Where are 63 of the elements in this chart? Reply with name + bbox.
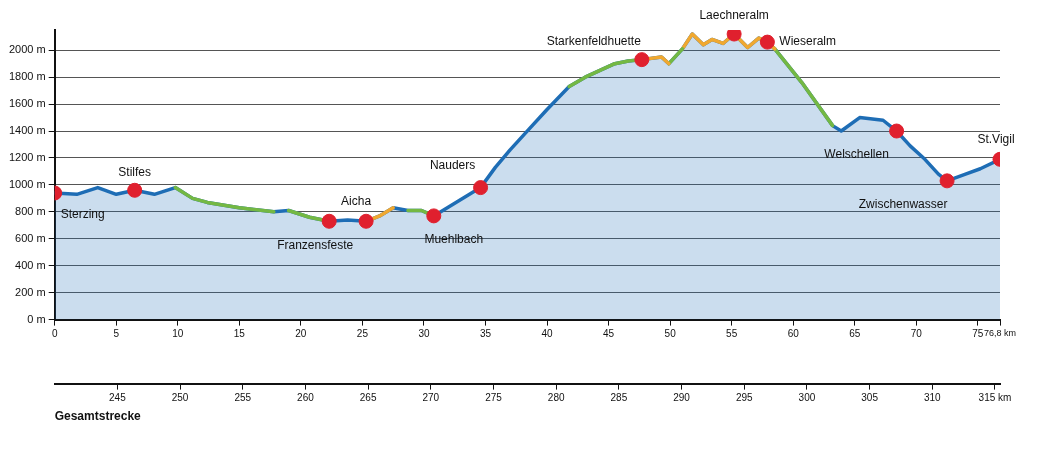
point — [634, 52, 650, 68]
x-tick-label: 45 — [603, 328, 615, 340]
point — [426, 208, 442, 224]
y-tick-label: 600 m — [15, 231, 46, 244]
y-tick-label: 200 m — [15, 285, 46, 298]
x2-tick-label: 250 — [171, 392, 189, 404]
annotation: Stilfes — [118, 164, 152, 179]
x2-tick-label: 260 — [297, 392, 315, 404]
x2-tick-label: 265 — [359, 392, 377, 404]
x2-tick-label: 285 — [610, 392, 628, 404]
annotation: Wieseralm — [779, 34, 837, 49]
x-tick-label: 50 — [664, 328, 677, 340]
x-tick-label: 70 — [910, 328, 923, 340]
y-tick-label: 800 m — [15, 204, 46, 217]
annotation: Zwischenwasser — [858, 197, 948, 212]
annotation: Nauders — [429, 157, 476, 172]
x-tick-label: 10 — [172, 328, 184, 340]
x2-tick-label: 295 — [735, 392, 754, 404]
x2-tick-label: 305 — [861, 392, 879, 404]
x-tick-label: 0 — [51, 328, 58, 340]
x-tick-label: 55 — [726, 328, 738, 340]
annotation: Laechneralm — [699, 8, 769, 23]
annotation: Franzensfeste — [277, 237, 354, 252]
x2-tick-label: 275 — [485, 392, 503, 404]
point — [321, 213, 337, 229]
x-tick-label: 65 — [849, 328, 861, 340]
x2-axis-title: Gesamtstrecke — [54, 409, 142, 424]
point — [473, 180, 489, 196]
y-tick-label: 1600 m — [8, 97, 46, 110]
x-tick-label: 25 — [356, 328, 369, 340]
x2-tick-label: 310 — [923, 392, 942, 404]
x-tick-label: 15 — [233, 328, 246, 340]
point — [358, 213, 374, 229]
y-tick-label: 1000 m — [8, 177, 46, 190]
x-tick-label: 5 — [113, 328, 120, 340]
x2-tick-label: 270 — [422, 392, 440, 404]
y-tick-label: 1400 m — [8, 124, 46, 137]
y-tick-label: 400 m — [15, 258, 46, 271]
x-tick-label: 40 — [541, 328, 554, 340]
y-tick-label: 0 m — [27, 312, 46, 325]
annotation: Starkenfeldhuette — [546, 33, 642, 48]
point — [889, 123, 905, 139]
point — [759, 34, 775, 50]
x2-tick-label: 300 — [798, 392, 816, 404]
x-tick-label: 60 — [787, 328, 800, 340]
x-tick-label: 75 — [972, 328, 984, 340]
x2-tick-label: 290 — [673, 392, 691, 404]
x-tick-label: 30 — [418, 328, 430, 340]
x-tick-label: 20 — [295, 328, 307, 340]
x2-tick-label: 255 — [234, 392, 252, 404]
point — [127, 182, 143, 198]
y-tick-label: 2000 m — [8, 43, 46, 56]
point — [939, 173, 955, 189]
x2-tick-label: 280 — [547, 392, 565, 404]
x-tick-label: 35 — [479, 328, 492, 340]
y-tick-label: 1800 m — [8, 70, 46, 83]
annotation: Aicha — [341, 193, 372, 208]
x2-tick-label: 315 km — [978, 392, 1012, 404]
annotation: St.Vigil — [977, 131, 1015, 146]
x-tick-label: 76,8 km — [983, 328, 1017, 339]
point — [726, 30, 742, 42]
y-tick-label: 1200 m — [8, 150, 46, 163]
x2-tick-label: 245 — [109, 392, 127, 404]
